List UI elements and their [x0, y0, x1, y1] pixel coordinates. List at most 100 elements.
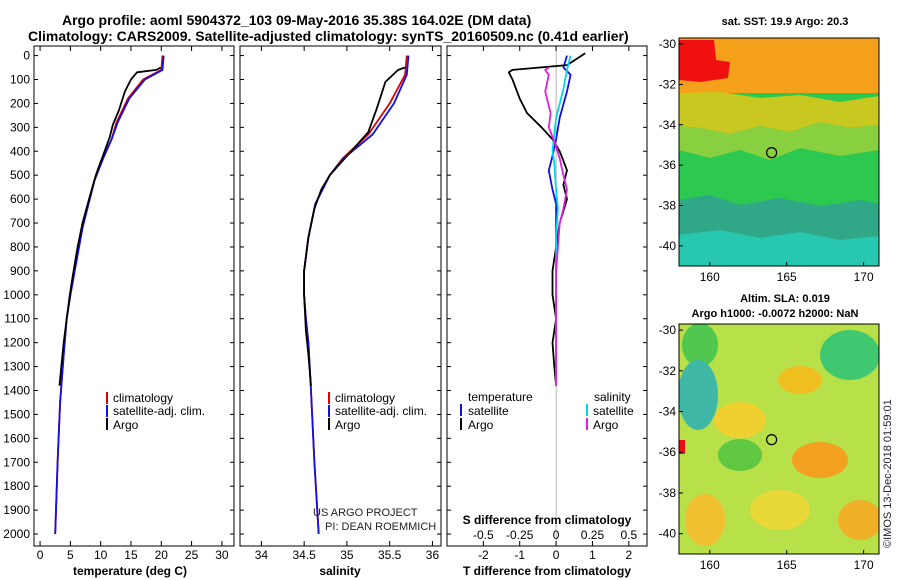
x2-tick-label: -0.25 [506, 528, 534, 542]
map-x-tick-label: 160 [700, 270, 720, 284]
x-tick-label: 35 [340, 548, 354, 562]
map-y-tick-label: -32 [659, 77, 677, 91]
map-x-tick-label: 165 [777, 558, 797, 572]
x-tick-label: 5 [67, 548, 74, 562]
map-y-tick-label: -34 [659, 118, 677, 132]
x-tick-label: -2 [478, 548, 489, 562]
legend-label-argo: Argo [113, 418, 139, 432]
x-tick-label: -1 [514, 548, 525, 562]
x-tick-label: 20 [155, 548, 169, 562]
x-tick-label: 0 [37, 548, 44, 562]
title-line-1: Argo profile: aoml 5904372_103 09-May-20… [62, 12, 532, 28]
depth-tick-label: 800 [10, 240, 30, 254]
map-y-tick-label: -36 [659, 445, 677, 459]
difference-chart: -2 -1 0 1 2 -0.5 -0.25 0 0.25 0.5 [447, 46, 647, 562]
sla-frame [678, 323, 880, 555]
depth-tick-label: 1800 [3, 479, 30, 493]
legend-label-argo: Argo [335, 418, 361, 432]
sla-field [679, 324, 879, 554]
sla-blob [838, 500, 879, 540]
depth-axis: 0 100 200 300 400 500 600 700 800 900 1000 1100 1200… [3, 49, 30, 541]
depth-tick-label: 1400 [3, 383, 30, 397]
legend-label-satellite: satellite-adj. clim. [335, 404, 427, 418]
map-y-tick-label: -30 [659, 37, 677, 51]
temperature-chart: 0 5 10 15 20 25 30 [34, 46, 234, 562]
x-tick-label: 0 [553, 548, 560, 562]
depth-tick-label: 0 [23, 49, 30, 63]
sst-hot-patch [679, 40, 730, 82]
temperature-panel [33, 45, 235, 547]
x-tick-label: 36 [426, 548, 440, 562]
sst-map: sat. SST: 19.9 Argo: 20.3 160 165 170 -30 -3… [659, 16, 880, 284]
difference-panel [446, 45, 648, 547]
map-y-tick-label: -38 [659, 486, 677, 500]
sst-axes: 160 165 170 -30 -32 -34 -36 -38 -40 [659, 37, 874, 284]
x-tick-label: 15 [124, 548, 138, 562]
depth-tick-label: 100 [10, 72, 30, 86]
sla-blob [820, 330, 879, 380]
legend-title-salinity: salinity [594, 390, 631, 404]
salinity-xlabel: salinity [319, 564, 361, 578]
x2-tick-label: 0 [553, 528, 560, 542]
diff-xlabel-top: S difference from climatology [463, 513, 632, 527]
depth-tick-label: 1000 [3, 288, 30, 302]
sla-blob [750, 490, 810, 530]
x-tick-label: 34 [255, 548, 269, 562]
temperature-xlabel: temperature (deg C) [73, 564, 187, 578]
sla-blob [718, 439, 762, 471]
depth-tick-label: 1300 [3, 360, 30, 374]
temperature-legend: climatology satellite-adj. clim. Argo [106, 391, 205, 432]
legend-title-temperature: temperature [468, 390, 533, 404]
map-y-tick-label: -30 [659, 323, 677, 337]
depth-tick-label: 300 [10, 120, 30, 134]
map-y-tick-label: -34 [659, 405, 677, 419]
depth-tick-label: 400 [10, 144, 30, 158]
depth-tick-label: 1100 [4, 312, 30, 326]
map-x-tick-label: 165 [777, 270, 797, 284]
depth-tick-label: 1500 [3, 407, 30, 421]
depth-tick-label: 2000 [3, 527, 30, 541]
sst-cold-band [679, 230, 879, 266]
sst-title: sat. SST: 19.9 Argo: 20.3 [722, 16, 849, 28]
map-y-tick-label: -32 [659, 364, 677, 378]
x-tick-label: 34.5 [292, 548, 316, 562]
depth-tick-label: 700 [10, 216, 30, 230]
x-tick-label: 35.5 [378, 548, 402, 562]
series-line-argo [58, 66, 162, 386]
sla-blob [682, 324, 718, 367]
legend-label-climatology: climatology [335, 391, 395, 405]
depth-tick-label: 1900 [3, 503, 30, 517]
title-line-2: Climatology: CARS2009. Satellite-adjuste… [28, 28, 629, 44]
x2-tick-label: 0.5 [620, 528, 637, 542]
sla-map: Altim. SLA: 0.019 Argo h1000: -0.0072 h2… [659, 293, 880, 572]
legend-label-s-satellite: satellite [593, 404, 634, 418]
x-tick-label: 1 [589, 548, 596, 562]
map-y-tick-label: -36 [659, 158, 677, 172]
sla-blob [778, 366, 822, 394]
map-y-tick-label: -38 [659, 198, 677, 212]
map-x-tick-label: 170 [854, 270, 874, 284]
x2-tick-label: 0.25 [581, 528, 605, 542]
sla-blob [685, 494, 725, 546]
legend-label-t-satellite: satellite [468, 404, 509, 418]
depth-tick-label: 500 [10, 168, 30, 182]
legend-label-t-argo: Argo [468, 418, 494, 432]
sla-blob [679, 360, 718, 430]
x-tick-label: 10 [94, 548, 108, 562]
map-y-tick-label: -40 [659, 527, 677, 541]
x-tick-label: 2 [625, 548, 632, 562]
sst-argo-location-marker [766, 147, 778, 159]
x2-tick-label: -0.5 [473, 528, 494, 542]
sla-blob [714, 402, 766, 438]
legend-label-climatology: climatology [113, 391, 173, 405]
sst-front-yellow [679, 92, 879, 134]
series-line-t-argo [507, 52, 586, 386]
depth-tick-label: 1700 [3, 455, 30, 469]
project-annotation-2: PI: DEAN ROEMMICH [325, 521, 436, 533]
sla-title-1: Altim. SLA: 0.019 [740, 293, 830, 305]
sst-frame [678, 37, 880, 267]
imos-credit: ©IMOS 13-Dec-2018 01:59:01 [882, 399, 894, 548]
legend-label-satellite: satellite-adj. clim. [113, 404, 205, 418]
legend-label-s-argo: Argo [593, 418, 619, 432]
